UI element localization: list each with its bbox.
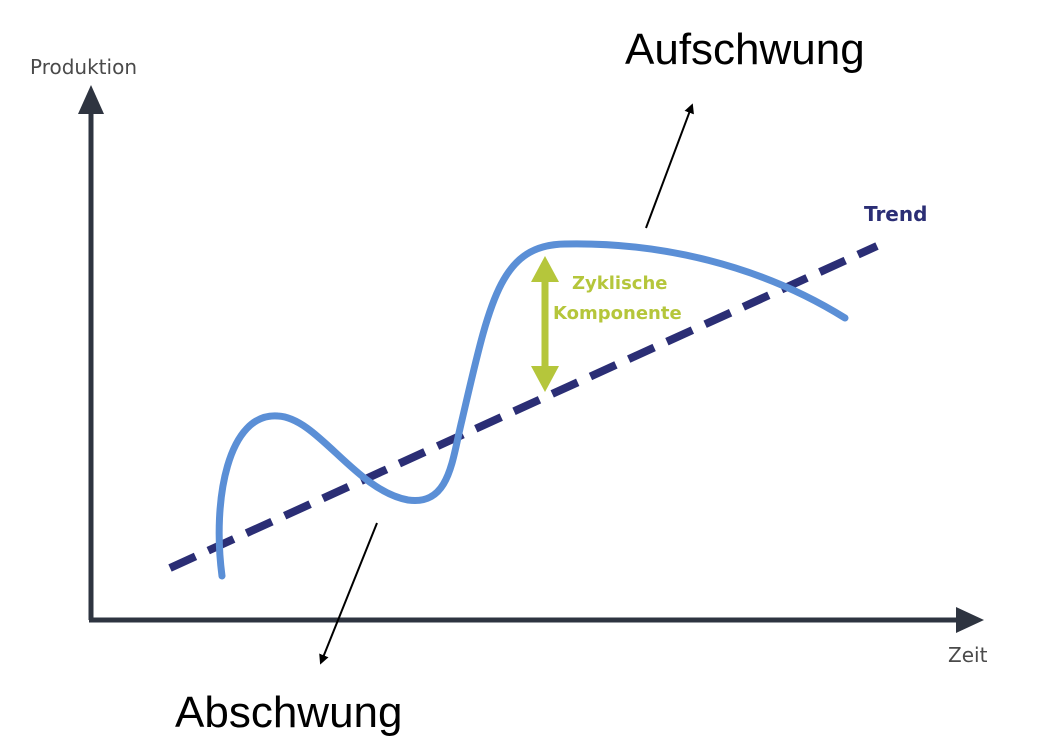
downswing-label: Abschwung — [175, 688, 402, 737]
business-cycle-curve — [215, 240, 849, 580]
upswing-label: Aufschwung — [625, 25, 865, 74]
upswing-pointer-arrow — [645, 103, 694, 229]
trend-label: Trend — [864, 202, 927, 226]
downswing-pointer-arrow — [319, 522, 378, 665]
trend-line — [168, 242, 879, 572]
cyclical-arrowhead-top — [531, 256, 559, 282]
x-axis-label: Zeit — [948, 643, 988, 667]
y-axis-arrowhead — [78, 85, 104, 114]
cyclical-label-line1: Zyklische — [572, 273, 668, 294]
y-axis-label: Produktion — [30, 55, 137, 79]
x-axis-arrowhead — [956, 607, 984, 633]
cyclical-arrowhead-bottom — [531, 366, 559, 392]
cyclical-label-line2: Komponente — [553, 303, 682, 324]
